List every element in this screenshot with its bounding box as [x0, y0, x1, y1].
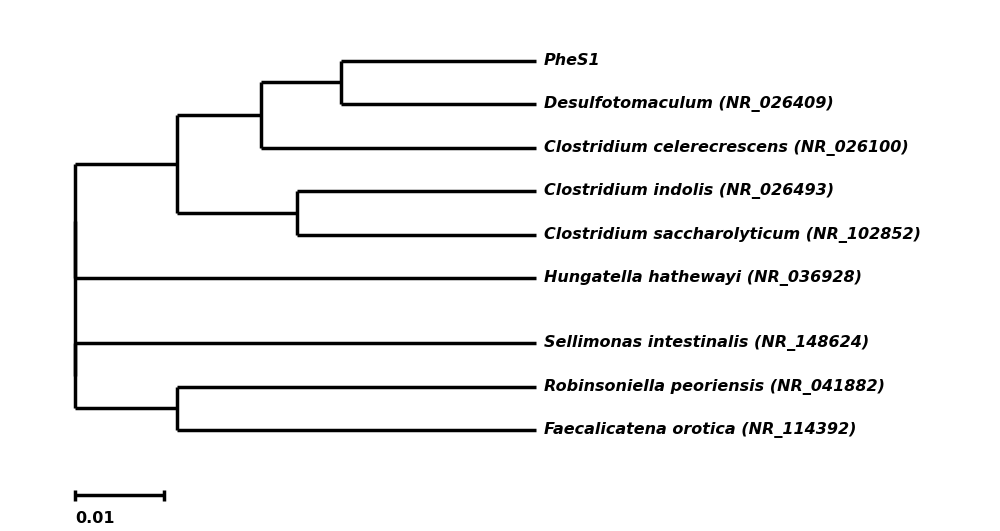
Text: Faecalicatena orotica (NR_114392): Faecalicatena orotica (NR_114392) — [544, 422, 856, 438]
Text: Clostridium celerecrescens (NR_026100): Clostridium celerecrescens (NR_026100) — [544, 140, 908, 156]
Text: PheS1: PheS1 — [544, 53, 600, 68]
Text: Desulfotomaculum (NR_026409): Desulfotomaculum (NR_026409) — [544, 96, 833, 112]
Text: Clostridium saccharolyticum (NR_102852): Clostridium saccharolyticum (NR_102852) — [544, 227, 921, 243]
Text: Hungatella hathewayi (NR_036928): Hungatella hathewayi (NR_036928) — [544, 270, 862, 286]
Text: Robinsoniella peoriensis (NR_041882): Robinsoniella peoriensis (NR_041882) — [544, 379, 885, 395]
Text: 0.01: 0.01 — [75, 510, 115, 526]
Text: Sellimonas intestinalis (NR_148624): Sellimonas intestinalis (NR_148624) — [544, 335, 869, 351]
Text: Clostridium indolis (NR_026493): Clostridium indolis (NR_026493) — [544, 183, 834, 199]
